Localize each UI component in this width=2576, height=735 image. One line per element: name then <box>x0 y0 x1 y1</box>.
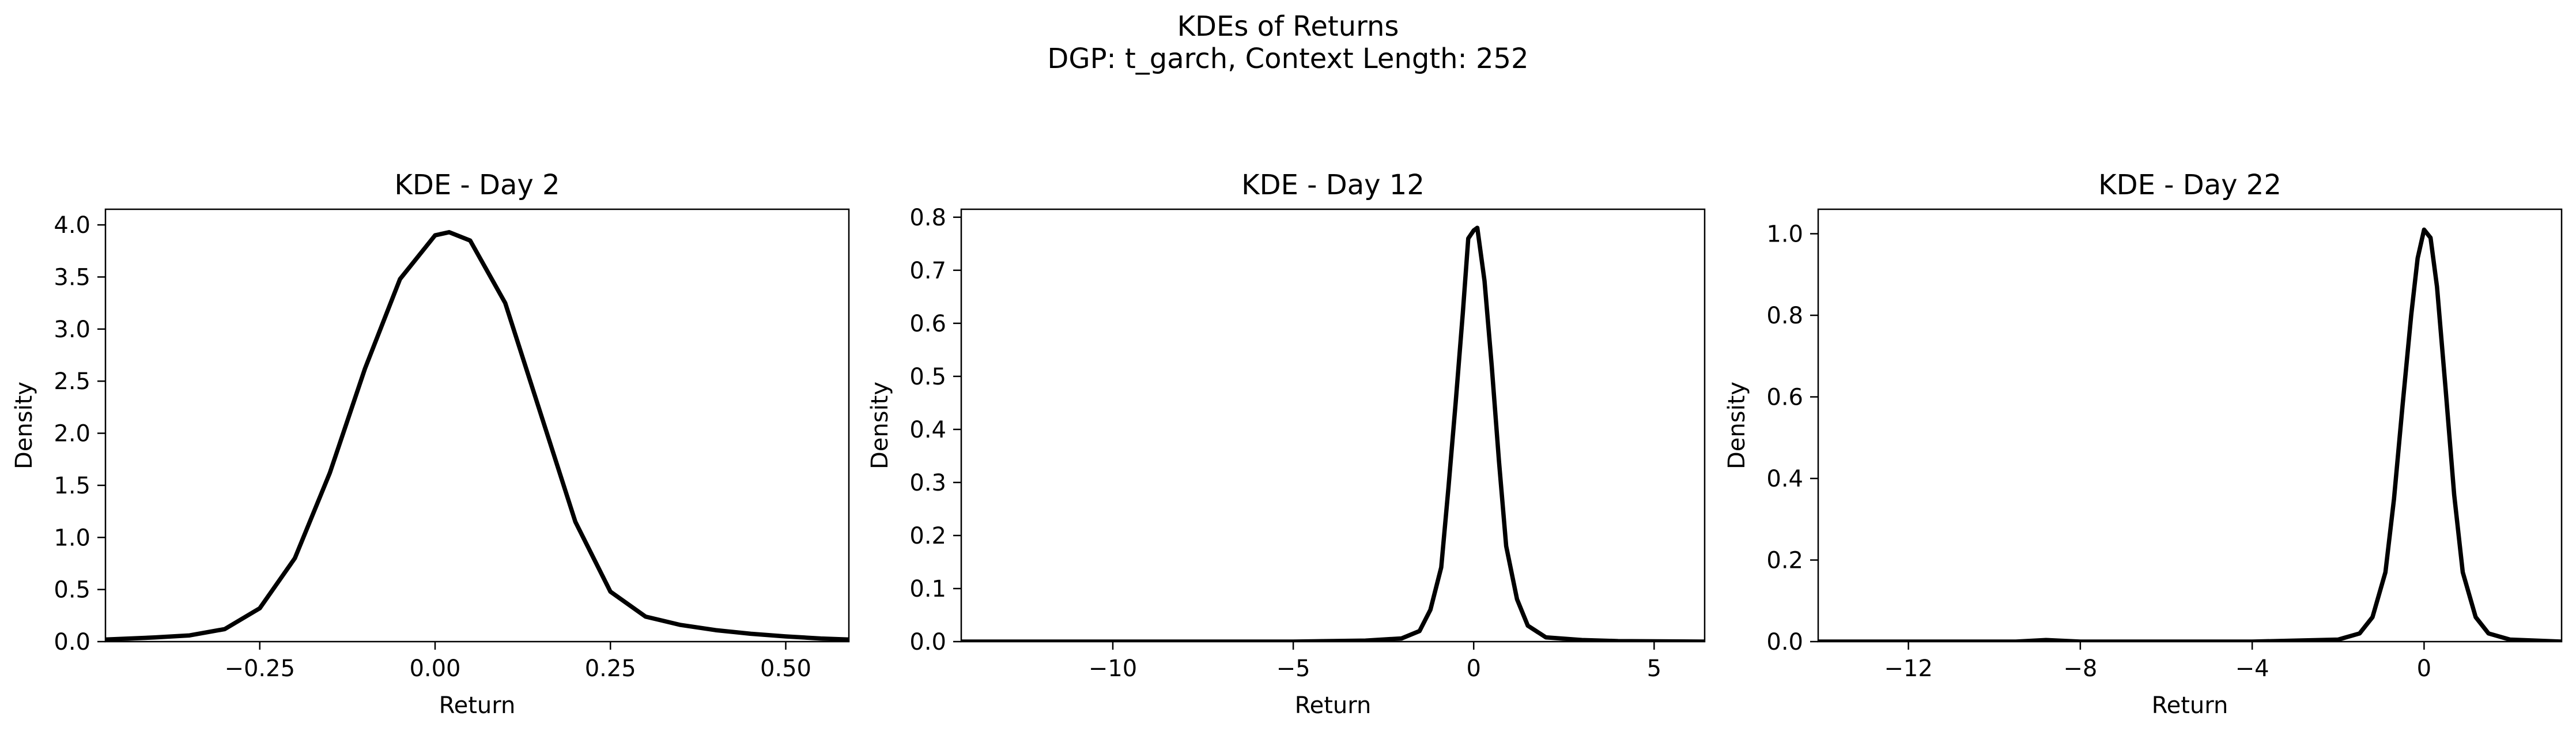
x-tick-label: −4 <box>2235 655 2269 682</box>
y-tick-label: 0.0 <box>54 629 90 655</box>
y-tick-label: 0.8 <box>1766 303 1803 329</box>
y-tick-label: 0.4 <box>1766 466 1803 492</box>
kde-line <box>1818 227 2562 642</box>
y-tick-label: 0.4 <box>909 417 946 443</box>
subplot-2: −10 −5 0 5 0.0 0.1 0.2 0.3 0.4 0.5 0.6 0.7 0.8 KDE - … <box>867 169 1706 719</box>
subplot-1: −0.25 0.00 0.25 0.50 0.0 0.5 1.0 1.5 2.0 2.5 3.0 3.… <box>11 169 850 719</box>
x-tick-label: 0 <box>1466 655 1480 682</box>
kde-line <box>961 225 1705 642</box>
axes-frame <box>1817 208 2563 643</box>
y-tick-label: 1.5 <box>54 473 90 499</box>
y-tick-label: 2.5 <box>54 368 90 395</box>
x-tick-label: −10 <box>1089 655 1137 682</box>
y-tick-label: 3.0 <box>54 316 90 343</box>
y-tick-label: 0.5 <box>909 364 946 390</box>
y-tick-label: 1.0 <box>1766 221 1803 247</box>
figure-title: KDEs of Returns DGP: t_garch, Context Le… <box>0 10 2576 75</box>
y-tick-label: 0.2 <box>1766 547 1803 574</box>
x-tick-label: −0.25 <box>224 655 295 682</box>
x-tick-label: 0.25 <box>585 655 636 682</box>
y-tick-label: 0.0 <box>1766 629 1803 655</box>
y-tick-label: 2.0 <box>54 421 90 447</box>
subplot-title: KDE - Day 22 <box>2098 169 2282 201</box>
kde-line <box>105 230 849 642</box>
x-tick-label: −12 <box>1884 655 1932 682</box>
y-tick-label: 0.5 <box>54 577 90 604</box>
y-tick-label: 0.7 <box>909 258 946 284</box>
x-tick-label: 0.50 <box>760 655 811 682</box>
x-tick-label: 0.00 <box>409 655 460 682</box>
subplot-title: KDE - Day 2 <box>394 169 560 201</box>
x-tick-label: −5 <box>1276 655 1310 682</box>
y-tick-label: 1.0 <box>54 525 90 551</box>
y-tick-label: 4.0 <box>54 212 90 239</box>
y-tick-label: 0.6 <box>1766 384 1803 410</box>
x-axis-label: Return <box>439 692 516 719</box>
x-axis-label: Return <box>2152 692 2228 719</box>
axes-frame <box>104 208 850 643</box>
y-tick-label: 0.8 <box>909 205 946 231</box>
y-tick-label: 0.0 <box>909 629 946 655</box>
y-tick-label: 0.3 <box>909 470 946 496</box>
x-tick-label: −8 <box>2063 655 2097 682</box>
y-tick-label: 0.6 <box>909 311 946 337</box>
figure-title-line-1: KDEs of Returns <box>1177 10 1399 43</box>
x-axis-label: Return <box>1295 692 1372 719</box>
subplot-title: KDE - Day 12 <box>1241 169 1425 201</box>
y-axis-label: Density <box>11 382 37 469</box>
figure-title-line-2: DGP: t_garch, Context Length: 252 <box>1047 43 1529 75</box>
y-tick-label: 3.5 <box>54 264 90 291</box>
subplot-3: −12 −8 −4 0 0.0 0.2 0.4 0.6 0.8 1.0 KDE - Day 22 Re… <box>1724 169 2563 719</box>
y-axis-label: Density <box>867 382 893 469</box>
y-axis-label: Density <box>1724 382 1750 469</box>
x-tick-label: 5 <box>1647 655 1661 682</box>
x-tick-label: 0 <box>2417 655 2431 682</box>
axes-frame <box>960 208 1706 643</box>
y-tick-label: 0.1 <box>909 576 946 602</box>
y-tick-label: 0.2 <box>909 523 946 549</box>
